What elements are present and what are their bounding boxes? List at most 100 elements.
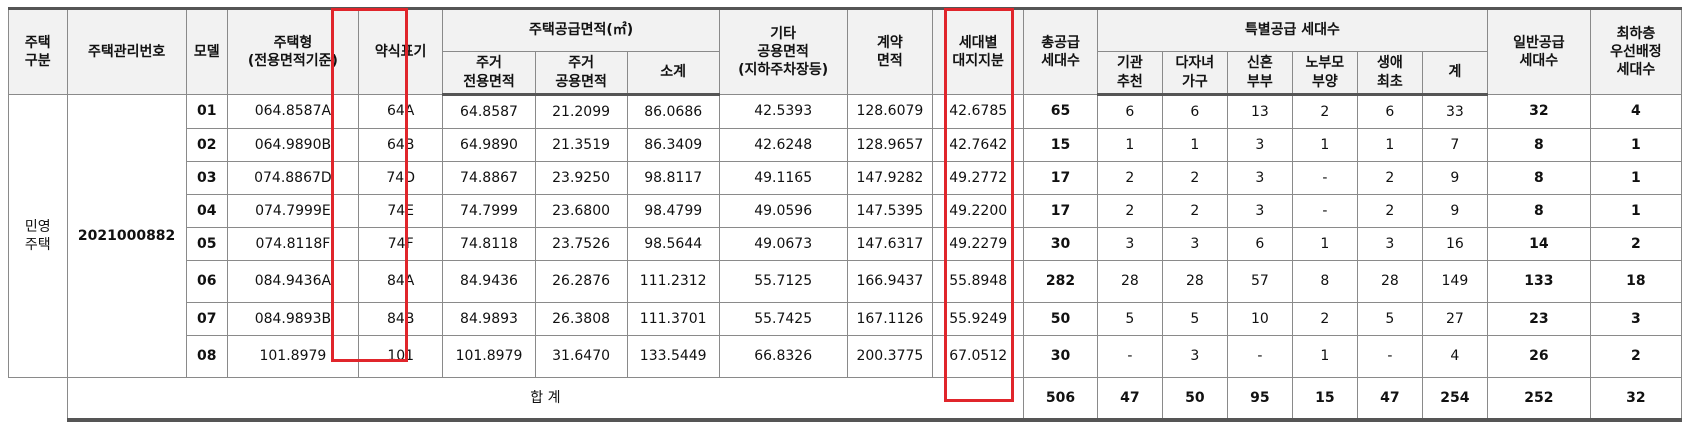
table-row: 08 101.8979 101 101.8979 31.6470 133.544… <box>9 335 1683 378</box>
table-row: 02 064.9890B 64B 64.9890 21.3519 86.3409… <box>9 128 1683 162</box>
table-row: 05 074.8118F 74F 74.8118 23.7526 98.5644… <box>9 227 1683 261</box>
other-common-area-cell: 55.7125 <box>718 260 848 303</box>
special-first-time-cell: 1 <box>1356 128 1423 162</box>
land-share-cell: 49.2200 <box>932 194 1025 228</box>
abbreviation-cell: 101 <box>357 335 444 378</box>
subtotal-cell: 111.2312 <box>626 260 720 303</box>
housing-supply-table: 주택 구분 주택관리번호 모델 주택형 (전용면적기준) 약식표기 주택공급면적… <box>8 7 1683 422</box>
subtotal-cell: 98.8117 <box>626 161 720 195</box>
model-cell: 03 <box>185 161 228 195</box>
general-supply-cell: 32 <box>1486 94 1591 129</box>
special-sum-cell: 27 <box>1421 302 1488 336</box>
total-supply-cell: 65 <box>1023 94 1098 129</box>
special-multi-child-cell: 28 <box>1161 260 1228 303</box>
special-first-time-cell: 2 <box>1356 161 1423 195</box>
common-area-cell: 21.3519 <box>534 128 628 162</box>
header-special-elderly-parents: 노부모 부양 <box>1291 51 1358 96</box>
lowest-floor-priority-cell: 3 <box>1589 302 1683 336</box>
totals-special-elderly-parents: 15 <box>1291 377 1358 422</box>
common-area-cell: 26.3808 <box>534 302 628 336</box>
contract-area-cell: 200.3775 <box>846 335 934 378</box>
total-supply-cell: 30 <box>1023 227 1098 261</box>
house-type-cell: 064.9890B <box>226 128 359 162</box>
header-management-number: 주택관리번호 <box>66 7 187 95</box>
table-row: 민영 주택 2021000882 01 064.8587A 64A 64.858… <box>8 94 1683 378</box>
model-cell: 01 <box>185 94 228 129</box>
special-institution-cell: 1 <box>1096 128 1163 162</box>
totals-special-sum: 254 <box>1421 377 1488 422</box>
header-lowest-floor-priority: 최하층 우선배정 세대수 <box>1589 7 1683 95</box>
special-first-time-cell: 3 <box>1356 227 1423 261</box>
house-type-cell: 064.8587A <box>226 94 359 129</box>
special-sum-cell: 149 <box>1421 260 1488 303</box>
subtotal-cell: 98.4799 <box>626 194 720 228</box>
model-cell: 04 <box>185 194 228 228</box>
special-elderly-parents-cell: 2 <box>1291 302 1358 336</box>
abbreviation-cell: 74F <box>357 227 444 261</box>
special-newlywed-cell: 3 <box>1226 128 1293 162</box>
land-share-cell: 67.0512 <box>932 335 1025 378</box>
special-sum-cell: 33 <box>1421 94 1488 129</box>
abbreviation-cell: 74E <box>357 194 444 228</box>
total-supply-cell: 30 <box>1023 335 1098 378</box>
header-total-supply: 총공급 세대수 <box>1023 7 1098 95</box>
special-multi-child-cell: 5 <box>1161 302 1228 336</box>
special-sum-cell: 9 <box>1421 194 1488 228</box>
special-institution-cell: 6 <box>1096 94 1163 129</box>
total-supply-cell: 15 <box>1023 128 1098 162</box>
general-supply-cell: 26 <box>1486 335 1591 378</box>
house-type-cell: 101.8979 <box>226 335 359 378</box>
exclusive-area-cell: 74.8118 <box>442 227 536 261</box>
totals-general-supply: 252 <box>1486 377 1591 422</box>
house-category-cell: 민영 주택 <box>8 94 68 378</box>
special-newlywed-cell: 10 <box>1226 302 1293 336</box>
subtotal-cell: 111.3701 <box>626 302 720 336</box>
land-share-cell: 42.7642 <box>932 128 1025 162</box>
lowest-floor-priority-cell: 1 <box>1589 194 1683 228</box>
special-newlywed-cell: 3 <box>1226 194 1293 228</box>
special-elderly-parents-cell: 8 <box>1291 260 1358 303</box>
totals-total-supply: 506 <box>1023 377 1098 422</box>
common-area-cell: 26.2876 <box>534 260 628 303</box>
general-supply-cell: 133 <box>1486 260 1591 303</box>
header-special-first-time: 생애 최초 <box>1356 51 1423 96</box>
land-share-cell: 55.8948 <box>932 260 1025 303</box>
common-area-cell: 23.6800 <box>534 194 628 228</box>
exclusive-area-cell: 74.7999 <box>442 194 536 228</box>
common-area-cell: 23.7526 <box>534 227 628 261</box>
lowest-floor-priority-cell: 4 <box>1589 94 1683 129</box>
special-first-time-cell: - <box>1356 335 1423 378</box>
contract-area-cell: 128.9657 <box>846 128 934 162</box>
abbreviation-cell: 64B <box>357 128 444 162</box>
special-elderly-parents-cell: - <box>1291 194 1358 228</box>
land-share-cell: 49.2772 <box>932 161 1025 195</box>
header-subtotal: 소계 <box>626 51 720 96</box>
general-supply-cell: 8 <box>1486 194 1591 228</box>
special-institution-cell: 5 <box>1096 302 1163 336</box>
exclusive-area-cell: 74.8867 <box>442 161 536 195</box>
special-institution-cell: 2 <box>1096 161 1163 195</box>
special-elderly-parents-cell: 1 <box>1291 335 1358 378</box>
total-supply-cell: 282 <box>1023 260 1098 303</box>
lowest-floor-priority-cell: 1 <box>1589 128 1683 162</box>
abbreviation-cell: 74D <box>357 161 444 195</box>
totals-label: 합 계 <box>66 377 1025 422</box>
model-cell: 02 <box>185 128 228 162</box>
subtotal-cell: 98.5644 <box>626 227 720 261</box>
header-other-common-area: 기타 공용면적 (지하주차장등) <box>718 7 848 95</box>
general-supply-cell: 8 <box>1486 128 1591 162</box>
special-elderly-parents-cell: - <box>1291 161 1358 195</box>
model-cell: 08 <box>185 335 228 378</box>
header-house-category: 주택 구분 <box>8 7 68 95</box>
special-institution-cell: 3 <box>1096 227 1163 261</box>
special-sum-cell: 9 <box>1421 161 1488 195</box>
exclusive-area-cell: 101.8979 <box>442 335 536 378</box>
general-supply-cell: 23 <box>1486 302 1591 336</box>
abbreviation-cell: 84A <box>357 260 444 303</box>
special-newlywed-cell: 3 <box>1226 161 1293 195</box>
land-share-cell: 49.2279 <box>932 227 1025 261</box>
special-multi-child-cell: 3 <box>1161 227 1228 261</box>
header-house-type: 주택형 (전용면적기준) <box>226 7 359 95</box>
house-type-cell: 074.7999E <box>226 194 359 228</box>
model-cell: 05 <box>185 227 228 261</box>
